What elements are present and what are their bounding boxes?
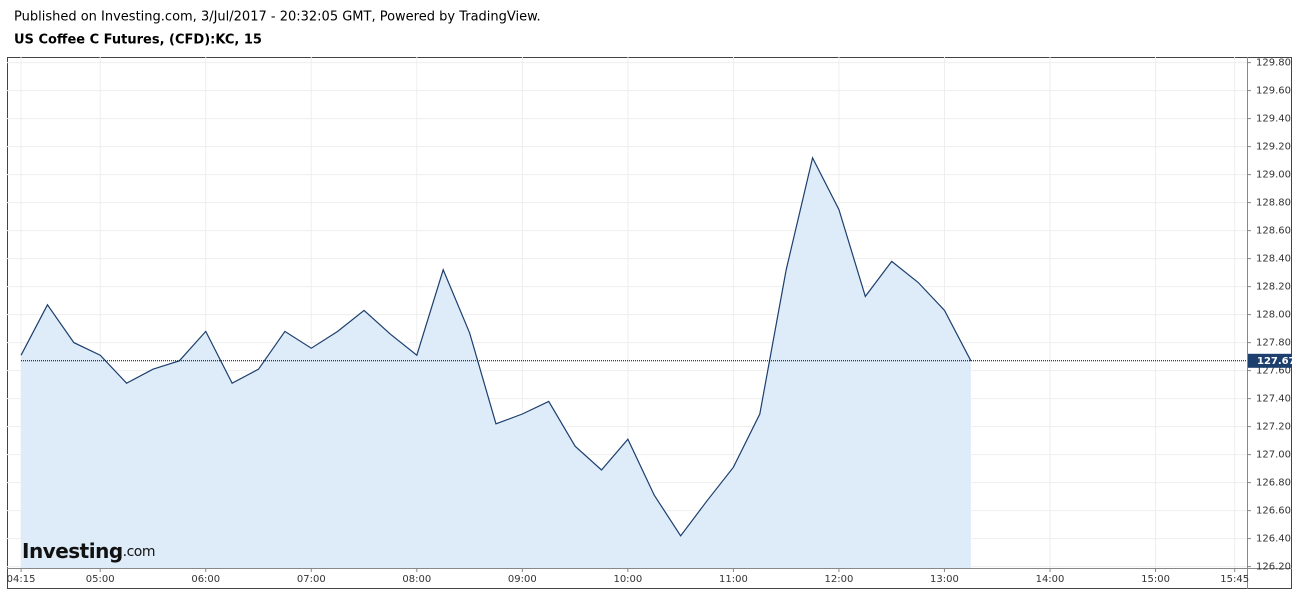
y-tick-label: 127.80 (1256, 338, 1291, 349)
area-fill (21, 157, 971, 569)
x-tick-label: 14:00 (1036, 574, 1065, 585)
x-tick-label: 04:15 (7, 574, 36, 585)
y-tick-label: 126.20 (1256, 562, 1291, 573)
y-tick-label: 126.40 (1256, 534, 1291, 545)
x-tick-label: 09:00 (508, 574, 537, 585)
last-price-box (1248, 353, 1292, 368)
y-tick-label: 128.60 (1256, 226, 1291, 237)
logo-brand: Investing (22, 539, 123, 563)
last-price-label: 127.67 (1257, 356, 1296, 367)
published-note: Published on Investing.com, 3/Jul/2017 -… (14, 10, 541, 25)
y-tick-label: 128.00 (1256, 310, 1291, 321)
x-tick-label: 07:00 (297, 574, 326, 585)
x-tick-label: 06:00 (191, 574, 220, 585)
y-tick-label: 129.20 (1256, 142, 1291, 153)
x-tick-label: 05:00 (86, 574, 115, 585)
x-tick-label: 11:00 (719, 574, 748, 585)
x-tick-label: 15:45 (1220, 574, 1249, 585)
y-tick-label: 129.40 (1256, 114, 1291, 125)
x-tick-label: 13:00 (930, 574, 959, 585)
chart-frame (7, 57, 1292, 589)
y-tick-label: 127.40 (1256, 394, 1291, 405)
x-tick-label: 12:00 (825, 574, 854, 585)
x-tick-label: 15:00 (1141, 574, 1170, 585)
y-tick-label: 127.20 (1256, 422, 1291, 433)
y-tick-label: 127.60 (1256, 366, 1291, 377)
logo-suffix: .com (123, 544, 155, 560)
y-tick-label: 126.80 (1256, 478, 1291, 489)
y-tick-label: 129.00 (1256, 170, 1291, 181)
y-tick-label: 129.80 (1256, 58, 1291, 69)
instrument-title: US Coffee C Futures, (CFD):KC, 15 (14, 33, 262, 48)
y-tick-label: 126.60 (1256, 506, 1291, 517)
y-tick-label: 128.80 (1256, 198, 1291, 209)
y-tick-label: 127.00 (1256, 450, 1291, 461)
logo: Investing.com (22, 539, 155, 563)
y-tick-label: 128.20 (1256, 282, 1291, 293)
y-tick-label: 128.40 (1256, 254, 1291, 265)
x-tick-label: 10:00 (613, 574, 642, 585)
y-tick-label: 129.60 (1256, 86, 1291, 97)
x-tick-label: 08:00 (402, 574, 431, 585)
